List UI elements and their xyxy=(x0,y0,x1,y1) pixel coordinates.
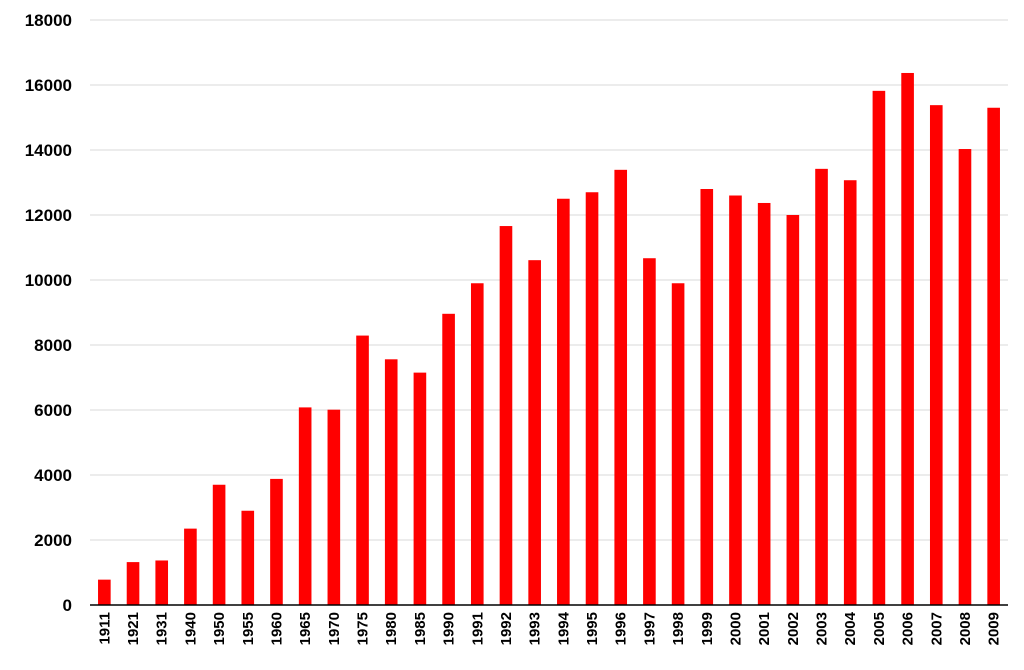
y-tick-label: 10000 xyxy=(25,271,72,290)
y-tick-label: 6000 xyxy=(34,401,72,420)
bar-1960 xyxy=(270,478,283,605)
bar-1998 xyxy=(671,283,685,605)
bar-1975 xyxy=(356,335,369,605)
bars xyxy=(98,72,1000,606)
x-tick-label: 1950 xyxy=(211,612,228,645)
x-tick-label: 2007 xyxy=(928,612,945,645)
bar-1991 xyxy=(470,283,484,605)
x-tick-label: 1993 xyxy=(527,612,544,645)
y-tick-label: 14000 xyxy=(25,141,72,160)
bar-1911 xyxy=(98,579,111,605)
x-tick-label: 1940 xyxy=(182,612,199,645)
x-tick-label: 1995 xyxy=(584,612,601,645)
x-tick-label: 1996 xyxy=(613,612,630,645)
x-tick-label: 1998 xyxy=(670,612,687,645)
bar-2009 xyxy=(987,107,1000,605)
bar-1990 xyxy=(442,313,455,605)
bar-1992 xyxy=(499,226,513,606)
x-tick-label: 1980 xyxy=(383,612,400,645)
x-tick-label: 2005 xyxy=(871,612,888,645)
bar-1921 xyxy=(126,562,140,605)
bar-1995 xyxy=(585,192,599,605)
x-tick-label: 2004 xyxy=(842,611,859,645)
x-tick-label: 2009 xyxy=(986,612,1003,645)
bar-1965 xyxy=(298,407,312,605)
bar-1950 xyxy=(212,484,226,605)
y-tick-label: 8000 xyxy=(34,336,72,355)
bar-1980 xyxy=(384,359,398,605)
x-tick-label: 1970 xyxy=(326,612,343,645)
x-tick-label: 1975 xyxy=(355,612,372,645)
x-tick-label: 1994 xyxy=(555,611,572,645)
bar-2005 xyxy=(872,90,886,606)
x-tick-label: 2000 xyxy=(727,612,744,645)
bar-1940 xyxy=(184,528,197,605)
bar-2004 xyxy=(843,180,857,605)
y-tick-label: 4000 xyxy=(34,466,72,485)
bar-2006 xyxy=(901,72,914,606)
x-tick-label: 1955 xyxy=(240,612,257,645)
x-tick-label: 1931 xyxy=(154,612,171,645)
bar-1994 xyxy=(557,198,570,605)
bar-2001 xyxy=(757,202,771,605)
x-tick-label: 1999 xyxy=(699,612,716,645)
bar-2007 xyxy=(929,105,943,606)
gridlines xyxy=(90,19,1008,541)
x-tick-label: 1990 xyxy=(441,612,458,645)
bar-2008 xyxy=(958,149,972,605)
x-tick-label: 1992 xyxy=(498,612,515,645)
y-tick-label: 18000 xyxy=(25,11,72,30)
x-tick-label: 1997 xyxy=(641,612,658,645)
x-tick-label: 1921 xyxy=(125,612,142,645)
y-tick-label: 0 xyxy=(63,596,72,615)
bar-1985 xyxy=(413,372,427,605)
x-axis-labels: 1911 1921 1931 1940 1950 1955 1960 1965 1970 1975… xyxy=(96,611,1002,645)
bar-1997 xyxy=(643,258,656,605)
x-tick-label: 2006 xyxy=(900,612,917,645)
y-tick-label: 12000 xyxy=(25,206,72,225)
bar-1996 xyxy=(614,169,628,605)
bar-1999 xyxy=(700,189,714,605)
y-tick-label: 16000 xyxy=(25,76,72,95)
x-tick-label: 1991 xyxy=(469,612,486,645)
x-tick-label: 2001 xyxy=(756,612,773,645)
y-tick-label: 2000 xyxy=(34,531,72,550)
bar-2003 xyxy=(815,168,828,605)
x-tick-label: 1911 xyxy=(96,612,113,645)
x-tick-label: 2002 xyxy=(785,612,802,645)
x-tick-label: 1960 xyxy=(268,612,285,645)
x-tick-label: 1965 xyxy=(297,612,314,645)
x-tick-label: 2003 xyxy=(814,612,831,645)
y-axis-ticks: 0 2000 4000 6000 8000 10000 12000 14000 16000 180… xyxy=(25,11,72,615)
bar-2002 xyxy=(786,215,800,605)
bar-2000 xyxy=(729,195,742,605)
bar-1955 xyxy=(241,510,255,605)
bar-1993 xyxy=(528,260,541,605)
bar-1931 xyxy=(155,560,169,605)
x-tick-label: 1985 xyxy=(412,612,429,645)
bar-1970 xyxy=(327,409,341,605)
x-tick-label: 2008 xyxy=(957,612,974,645)
